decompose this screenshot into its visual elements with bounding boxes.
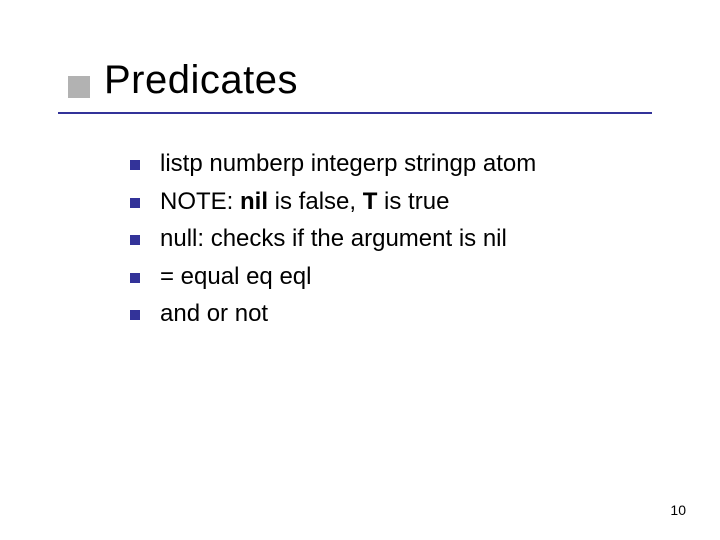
bullet-text: listp numberp integerp stringp atom	[160, 147, 536, 181]
bullet-item: and or not	[130, 297, 680, 331]
bullet-square-icon	[130, 235, 140, 245]
title-row: Predicates	[0, 58, 720, 103]
bullet-square-icon	[130, 273, 140, 283]
bullet-list: listp numberp integerp stringp atom NOTE:…	[0, 111, 720, 331]
bullet-item: NOTE: nil is false, T is true	[130, 185, 680, 219]
bullet-text: null: checks if the argument is nil	[160, 222, 507, 256]
bullet-text: and or not	[160, 297, 268, 331]
title-underline	[58, 112, 652, 114]
bullet-square-icon	[130, 198, 140, 208]
bullet-item: null: checks if the argument is nil	[130, 222, 680, 256]
title-accent-square	[68, 76, 90, 98]
bullet-square-icon	[130, 160, 140, 170]
bullet-item: listp numberp integerp stringp atom	[130, 147, 680, 181]
bullet-square-icon	[130, 310, 140, 320]
bullet-item: = equal eq eql	[130, 260, 680, 294]
slide: Predicates listp numberp integerp string…	[0, 0, 720, 540]
slide-title: Predicates	[104, 58, 720, 103]
page-number: 10	[670, 502, 686, 518]
bullet-text: = equal eq eql	[160, 260, 311, 294]
bullet-text: NOTE: nil is false, T is true	[160, 185, 449, 219]
